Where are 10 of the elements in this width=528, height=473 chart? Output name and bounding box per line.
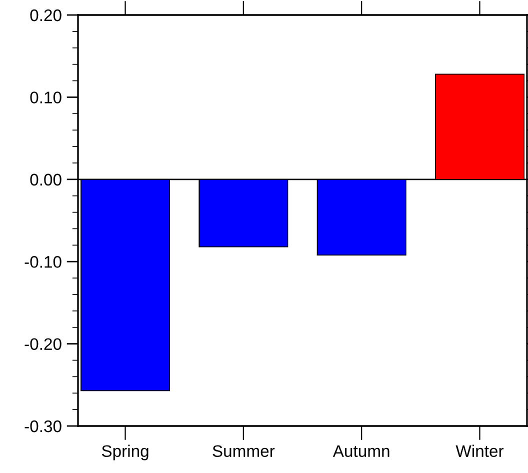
x-tick-label: Summer [212, 445, 275, 457]
y-tick-label: 0.00 [30, 174, 62, 186]
y-tick-label: 0.20 [30, 9, 62, 22]
y-tick-label: -0.10 [24, 256, 62, 268]
y-tick-label: -0.20 [24, 338, 62, 350]
x-tick-label: Autumn [332, 445, 390, 457]
y-tick-label: 0.10 [30, 92, 62, 104]
x-tick-label: Spring [102, 444, 148, 460]
x-tick-label: Winter [456, 444, 504, 457]
y-tick-label: -0.30 [24, 420, 62, 432]
